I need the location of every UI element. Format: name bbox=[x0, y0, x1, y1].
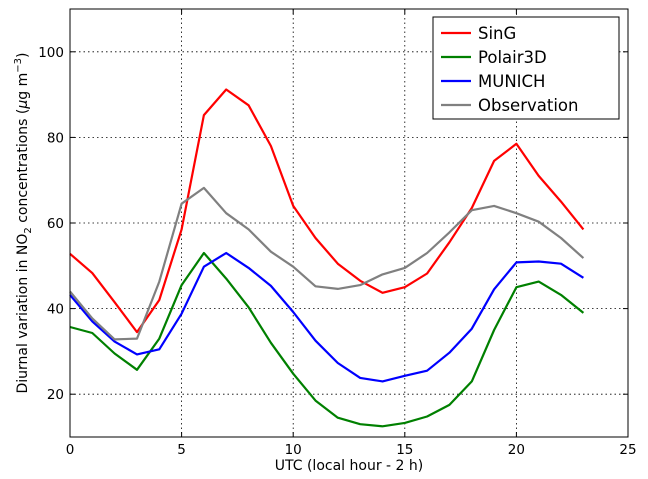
x-tick-label: 5 bbox=[177, 442, 186, 458]
y-tick-label: 40 bbox=[47, 302, 64, 318]
legend-entries: SinG Polair3D MUNICH Observation bbox=[441, 24, 578, 115]
y-tick-label: 80 bbox=[47, 130, 64, 146]
x-axis-label: UTC (local hour - 2 h) bbox=[275, 458, 423, 474]
x-tick-label: 20 bbox=[508, 442, 525, 458]
y-axis-label-prefix: Diurnal variation in NO bbox=[15, 234, 31, 394]
legend-label-polair3d: Polair3D bbox=[478, 48, 547, 67]
y-axis-label-suffix: ) bbox=[15, 52, 31, 57]
y-axis-label-mu: μ bbox=[15, 100, 31, 110]
y-tick-label: 60 bbox=[47, 216, 64, 232]
x-tick-label: 25 bbox=[619, 442, 636, 458]
series-line-polair3d bbox=[69, 251, 585, 428]
y-axis-label-superscript: −3 bbox=[13, 58, 24, 73]
grid bbox=[70, 9, 628, 437]
legend-label-munich: MUNICH bbox=[478, 72, 545, 91]
y-tick-label: 100 bbox=[38, 45, 64, 61]
y-axis-label-unit: g m bbox=[15, 73, 31, 100]
axis-ticks bbox=[69, 9, 629, 437]
legend: SinG Polair3D MUNICH Observation bbox=[432, 16, 620, 120]
series-line-munich bbox=[69, 251, 584, 383]
x-tick-label: 15 bbox=[396, 442, 413, 458]
y-axis-label-mid: concentrations ( bbox=[15, 109, 31, 228]
x-tick-label: 10 bbox=[285, 442, 302, 458]
y-axis-label-subscript: 2 bbox=[23, 227, 34, 233]
legend-label-observation: Observation bbox=[478, 96, 578, 115]
series-line-sing bbox=[69, 88, 585, 334]
x-tick-label: 0 bbox=[66, 442, 75, 458]
y-tick-label: 20 bbox=[47, 387, 64, 403]
y-axis-label: Diurnal variation in NO2 concentrations … bbox=[13, 52, 34, 393]
tick-labels: 0 5 10 15 20 25 20 40 60 80 100 bbox=[38, 45, 636, 458]
series-lines bbox=[69, 88, 585, 428]
legend-label-sing: SinG bbox=[478, 24, 516, 43]
series-line-observation bbox=[69, 186, 585, 341]
